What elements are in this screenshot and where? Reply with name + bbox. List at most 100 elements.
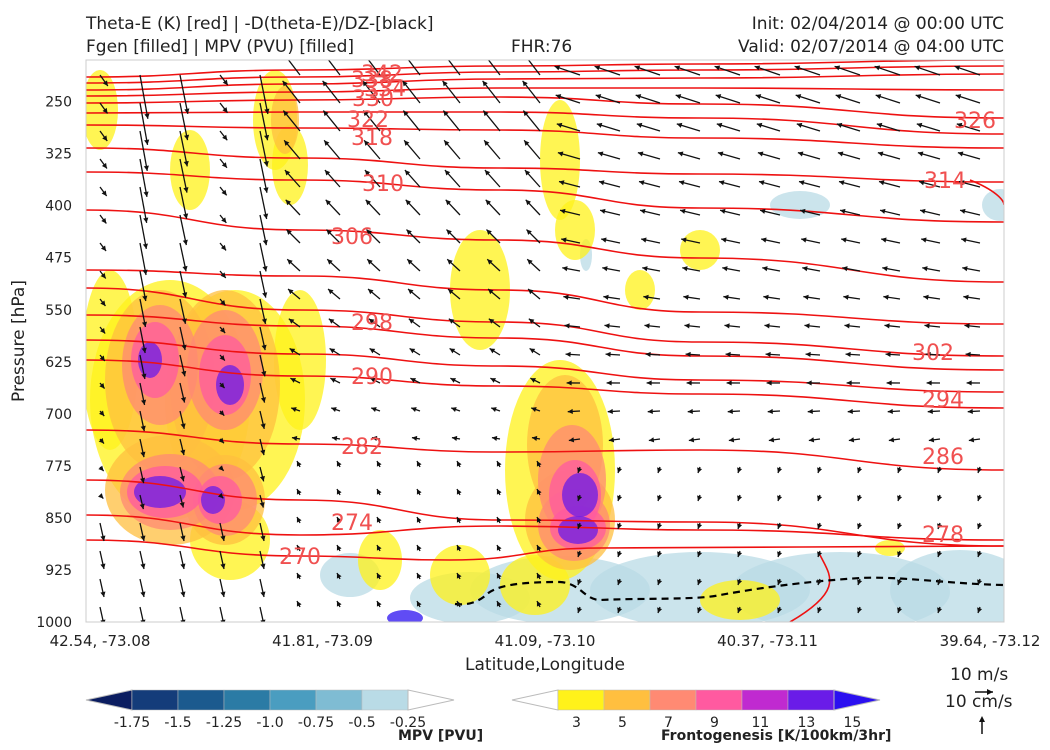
- wind-arrow-head: [577, 495, 583, 501]
- wind-arrow: [617, 550, 623, 558]
- dtheta-dz-contour: [454, 576, 1004, 606]
- wind-arrow: [577, 578, 583, 586]
- wind-arrow-head: [677, 151, 684, 157]
- wind-arrow: [841, 237, 861, 244]
- wind-arrow: [559, 208, 581, 216]
- wind-arrow: [937, 606, 943, 614]
- wind-arrow: [447, 288, 461, 300]
- wind-arrow: [558, 180, 581, 188]
- wind-arrow-head: [296, 545, 302, 551]
- wind-arrow: [179, 438, 186, 456]
- wind-arrow-head: [874, 65, 881, 71]
- wind-arrow-head: [482, 80, 488, 87]
- wind-arrow: [607, 408, 621, 415]
- wind-arrow: [606, 380, 621, 386]
- wind-arrow: [883, 294, 901, 300]
- wind-arrow: [966, 380, 981, 386]
- wind-arrow: [857, 522, 863, 530]
- wind-arrow: [179, 494, 185, 508]
- wind-arrow-head: [796, 122, 803, 128]
- wind-arrow: [954, 65, 981, 76]
- wind-arrow: [777, 606, 783, 614]
- wind-arrow-head: [777, 523, 783, 529]
- wind-arrow-head: [416, 601, 422, 607]
- wind-arrow-head: [920, 208, 926, 214]
- wind-arrow-head: [365, 199, 372, 206]
- wind-arrow: [410, 407, 421, 413]
- wind-arrow-head: [598, 180, 605, 186]
- wind-arrow-head: [640, 208, 646, 214]
- wind-arrow-head: [366, 229, 372, 235]
- wind-arrow: [886, 380, 901, 386]
- wind-arrow-head: [140, 563, 146, 569]
- wind-arrow-head: [336, 601, 342, 607]
- wind-arrow-head: [99, 355, 105, 362]
- wind-arrow: [99, 186, 108, 197]
- fgen-fill: [558, 516, 598, 544]
- wind-arrow-head: [325, 199, 332, 206]
- wind-arrow-head: [595, 94, 602, 100]
- wind-arrow-shaft: [259, 606, 264, 622]
- wind-arrow-head: [647, 408, 653, 415]
- wind-arrow-head: [681, 237, 687, 243]
- fgen-fill: [134, 476, 186, 508]
- theta-e-label: 342: [361, 62, 403, 87]
- wind-arrow: [577, 550, 583, 558]
- wind-arrow-head: [977, 467, 983, 473]
- theta-e-label: 326: [954, 109, 996, 134]
- colorbar-tick: 11: [751, 715, 769, 731]
- theta-e-line: [86, 339, 1004, 393]
- wind-arrow-head: [369, 348, 376, 354]
- wind-arrow-head: [968, 437, 975, 443]
- wind-arrow-head: [715, 94, 722, 100]
- wind-arrow-head: [261, 370, 267, 377]
- wind-arrow-head: [876, 122, 883, 128]
- wind-arrow: [489, 347, 501, 356]
- wind-arrow-head: [737, 551, 743, 557]
- wind-arrow-head: [875, 94, 882, 100]
- wind-arrow: [179, 354, 187, 377]
- wind-arrow: [887, 408, 901, 415]
- wind-arrow: [634, 65, 661, 76]
- theta-e-line: [86, 359, 1004, 409]
- wind-arrow: [259, 242, 268, 272]
- wind-arrow: [416, 600, 422, 608]
- wind-arrow-shaft: [327, 60, 341, 76]
- wind-arrow: [98, 465, 105, 472]
- theta-e-line: [86, 111, 1004, 135]
- wind-arrow: [857, 606, 863, 614]
- fgen-fill: [86, 70, 118, 150]
- wind-arrow: [678, 180, 701, 188]
- wind-arrow-head: [566, 380, 572, 386]
- wind-arrow-head: [101, 162, 107, 169]
- wind-arrow-head: [764, 323, 770, 329]
- wind-arrow-head: [857, 607, 863, 613]
- wind-arrow: [139, 186, 149, 224]
- wind-arrow: [287, 60, 301, 76]
- wind-arrow-head: [219, 355, 225, 361]
- wind-arrow: [645, 351, 661, 358]
- colorbar-segment: [361, 689, 409, 711]
- wind-arrow-shaft: [179, 158, 188, 193]
- wind-arrow-head: [368, 288, 374, 295]
- wind-arrow: [857, 494, 863, 502]
- wind-arrow-head: [364, 140, 370, 146]
- wind-arrow-head: [260, 619, 266, 622]
- wind-arrow: [447, 60, 461, 76]
- wind-arrow-head: [914, 65, 921, 71]
- wind-arrow: [139, 494, 145, 510]
- theta-e-line: [86, 60, 1004, 78]
- wind-arrow: [958, 180, 981, 188]
- wind-arrow: [336, 460, 342, 468]
- wind-arrow-head: [261, 344, 267, 351]
- wind-arrow-head: [142, 295, 148, 301]
- wind-arrow-head: [737, 579, 743, 585]
- wind-arrow-head: [918, 180, 925, 186]
- wind-arrow: [410, 377, 421, 384]
- wind-arrow: [657, 466, 663, 474]
- wind-arrow-head: [179, 475, 185, 482]
- wind-arrow-head: [577, 607, 583, 613]
- wind-arrow: [837, 151, 861, 160]
- wind-arrow-head: [836, 122, 843, 128]
- ref-vector-horizontal-label: 10 m/s: [950, 665, 1009, 685]
